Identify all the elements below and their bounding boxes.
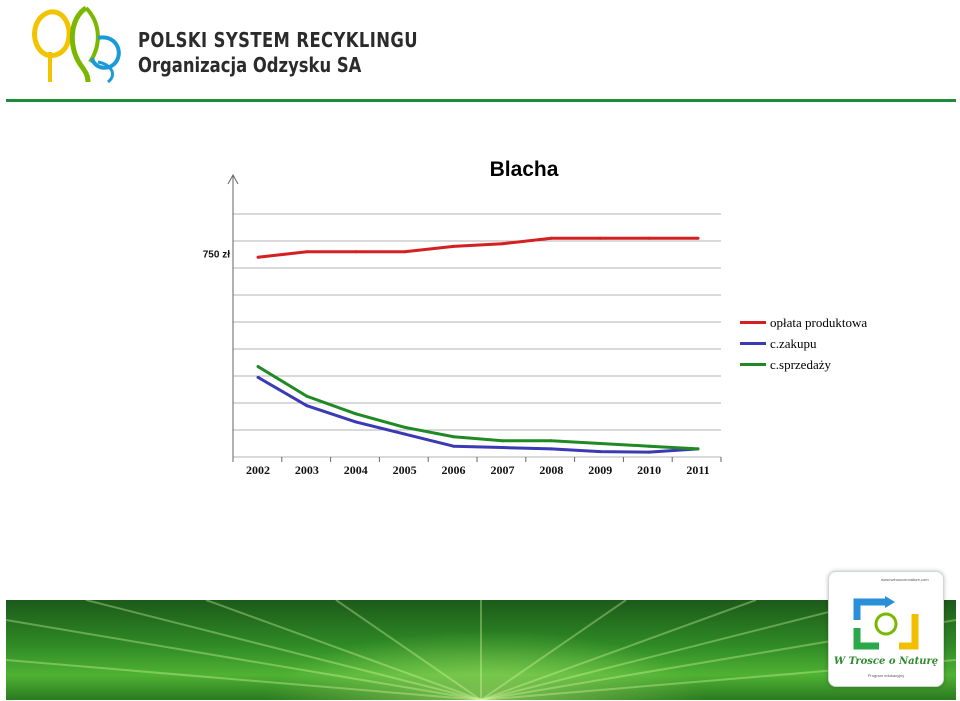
data-point	[500, 242, 504, 246]
data-point	[354, 250, 358, 254]
x-tick-label: 2007	[490, 463, 514, 477]
series-line	[257, 365, 699, 451]
legend-swatch	[740, 321, 766, 324]
leaf-tree-logo-icon	[32, 5, 121, 84]
legend-label: opłata produktowa	[770, 314, 868, 330]
data-point	[549, 447, 553, 451]
legend-swatch	[740, 342, 766, 345]
header-divider	[6, 99, 956, 102]
data-point	[403, 250, 407, 254]
data-point	[354, 412, 358, 416]
data-point	[403, 432, 407, 436]
legend-item: c.zakupu	[740, 333, 867, 354]
data-point	[305, 394, 309, 398]
data-point	[696, 447, 700, 451]
data-point	[598, 442, 602, 445]
org-name: POLSKI SYSTEM RECYKLINGU	[138, 28, 419, 52]
legend-label: c.sprzedaży	[770, 356, 831, 372]
data-point	[305, 404, 309, 408]
legend-swatch	[740, 363, 766, 366]
x-tick-label: 2009	[588, 463, 612, 477]
recycle-arrows-icon	[853, 596, 919, 650]
series-line	[257, 236, 698, 259]
org-subtitle: Organizacja Odzysku SA	[138, 53, 362, 77]
data-point	[305, 250, 309, 254]
data-point	[598, 236, 602, 240]
data-point	[500, 446, 504, 450]
legend-label: c.zakupu	[770, 335, 817, 351]
data-point	[647, 450, 651, 454]
data-point	[549, 236, 553, 240]
x-tick-label: 2008	[539, 463, 563, 477]
data-point	[647, 444, 651, 448]
series-line	[257, 376, 699, 454]
y-axis-arrow	[227, 173, 239, 185]
data-point	[354, 420, 358, 424]
x-tick-label: 2004	[344, 463, 368, 477]
line-chart: 2002 2003 2004 2005 2006 2007 2008 2009 2010 2011…	[203, 173, 722, 477]
legend-item: c.sprzedaży	[740, 354, 867, 375]
data-point	[256, 255, 260, 259]
x-tick-label: 2011	[686, 463, 709, 477]
chart-title: Blacha	[489, 158, 559, 181]
data-point	[452, 244, 456, 248]
badge-website: www.wtroscceonature.com	[881, 577, 929, 582]
leaf-veins-decoration	[6, 600, 956, 700]
data-point	[647, 236, 651, 240]
x-tick-label: 2006	[442, 463, 466, 477]
leaf-banner-image	[6, 600, 956, 700]
data-point	[452, 444, 456, 448]
x-tick-label: 2002	[246, 463, 270, 477]
badge-title: W Trosce o Naturę	[833, 656, 939, 667]
x-tick-label: 2010	[637, 463, 661, 477]
data-point	[598, 450, 602, 454]
data-point	[549, 439, 553, 443]
badge-subtitle: Program edukacyjny	[867, 673, 905, 678]
legend-item: opłata produktowa	[740, 312, 867, 333]
x-tick-label: 2003	[295, 463, 319, 477]
chart-legend: opłata produktowa c.zakupu c.sprzedaży	[740, 312, 867, 375]
data-point	[452, 435, 456, 439]
data-point	[403, 425, 407, 429]
data-point	[500, 439, 504, 443]
y-value-label: 750 zł	[203, 250, 230, 261]
data-point	[696, 236, 700, 240]
x-tick-label: 2005	[393, 463, 417, 477]
data-point	[256, 375, 260, 379]
header: POLSKI SYSTEM RECYKLINGU Organizacja Odz…	[0, 0, 960, 104]
data-point	[256, 365, 260, 369]
w-trosce-o-nature-badge[interactable]: www.wtroscceonature.com W Trosce o Natur…	[828, 571, 944, 687]
